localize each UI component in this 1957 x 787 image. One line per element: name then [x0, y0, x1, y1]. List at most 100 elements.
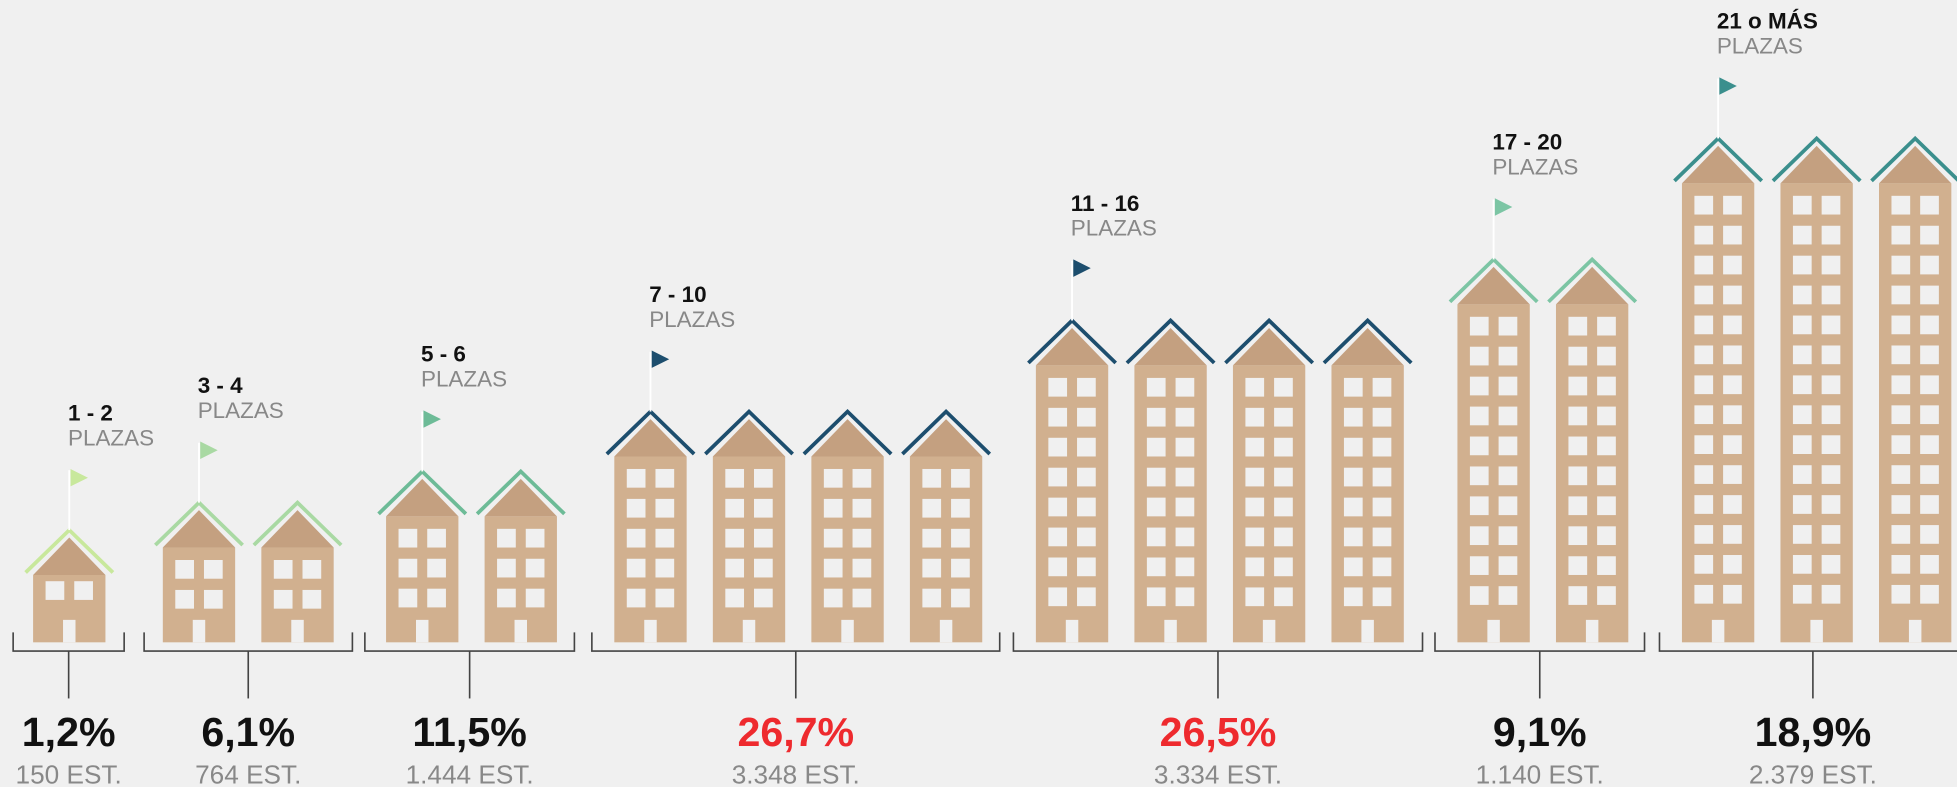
- window: [1498, 436, 1518, 456]
- count: 150 EST.: [16, 759, 122, 787]
- building: [605, 408, 696, 643]
- window: [398, 528, 418, 548]
- window: [1568, 526, 1588, 546]
- window: [1891, 375, 1911, 395]
- window: [1920, 555, 1939, 574]
- building-body: [1878, 183, 1952, 643]
- window: [1792, 525, 1812, 544]
- window: [823, 498, 843, 518]
- window: [175, 560, 194, 579]
- window: [626, 588, 646, 608]
- window: [1792, 465, 1812, 484]
- door: [1711, 619, 1725, 643]
- window: [1694, 375, 1714, 395]
- window: [1891, 495, 1911, 514]
- roof: [909, 419, 983, 457]
- window: [1372, 377, 1392, 397]
- door: [1065, 619, 1079, 643]
- window: [852, 468, 872, 488]
- unit-label: PLAZAS: [421, 367, 507, 392]
- window: [655, 498, 675, 518]
- window: [497, 528, 516, 548]
- window: [1821, 285, 1841, 305]
- window: [1048, 377, 1068, 397]
- window: [525, 558, 545, 578]
- window: [1498, 466, 1518, 486]
- window: [1498, 346, 1518, 366]
- building: [252, 500, 343, 643]
- roof-line: [252, 500, 343, 547]
- window: [1498, 586, 1518, 605]
- window: [1694, 345, 1714, 365]
- building-body: [1555, 304, 1629, 643]
- window: [1597, 316, 1616, 336]
- window: [1891, 255, 1911, 275]
- door: [742, 619, 756, 643]
- roof: [386, 478, 459, 517]
- window: [1568, 586, 1588, 605]
- window: [1723, 285, 1742, 305]
- window: [398, 558, 418, 578]
- window: [1723, 375, 1742, 395]
- building-body: [614, 456, 687, 643]
- flag: [423, 410, 441, 428]
- roof-line: [1547, 256, 1638, 304]
- window: [1469, 436, 1489, 456]
- percent: 11,5%: [412, 709, 526, 755]
- flag: [651, 350, 670, 368]
- roof: [1681, 145, 1755, 184]
- window: [1469, 376, 1489, 396]
- roof: [712, 419, 786, 457]
- window: [1175, 467, 1195, 487]
- window: [1792, 435, 1812, 454]
- window: [823, 558, 843, 578]
- window: [74, 581, 93, 600]
- building: [1673, 135, 1764, 643]
- window: [753, 528, 773, 548]
- window: [302, 589, 322, 609]
- window: [1568, 316, 1588, 336]
- door: [63, 619, 76, 643]
- window: [951, 588, 970, 608]
- window: [1597, 466, 1616, 486]
- window: [1920, 495, 1939, 514]
- window: [1821, 435, 1841, 454]
- roof: [261, 510, 334, 548]
- window: [1077, 557, 1096, 577]
- window: [852, 498, 872, 518]
- window: [1821, 405, 1841, 425]
- window: [525, 528, 545, 548]
- building: [1027, 317, 1117, 643]
- window: [1723, 315, 1742, 335]
- window: [1048, 497, 1068, 517]
- door: [416, 619, 429, 643]
- door: [1585, 619, 1599, 643]
- building: [1448, 256, 1539, 643]
- building-body: [1331, 365, 1404, 643]
- window: [1372, 437, 1392, 457]
- window: [1891, 225, 1911, 245]
- window: [1498, 406, 1518, 426]
- window: [1343, 527, 1363, 547]
- window: [655, 468, 675, 488]
- window: [1723, 555, 1742, 574]
- building-body: [811, 456, 884, 643]
- count: 3.348 EST.: [732, 759, 860, 787]
- window: [951, 468, 970, 488]
- window: [203, 560, 223, 579]
- window: [1146, 557, 1166, 577]
- range-label: 11 - 16: [1071, 191, 1140, 216]
- building: [1322, 317, 1413, 643]
- window: [1274, 587, 1293, 607]
- window: [823, 528, 843, 548]
- window: [1048, 437, 1068, 457]
- percent: 26,5%: [1160, 709, 1277, 755]
- window: [1048, 467, 1068, 487]
- window: [1792, 315, 1812, 335]
- building: [1870, 135, 1957, 643]
- window: [273, 560, 293, 579]
- window: [1498, 526, 1518, 546]
- window: [1498, 496, 1518, 516]
